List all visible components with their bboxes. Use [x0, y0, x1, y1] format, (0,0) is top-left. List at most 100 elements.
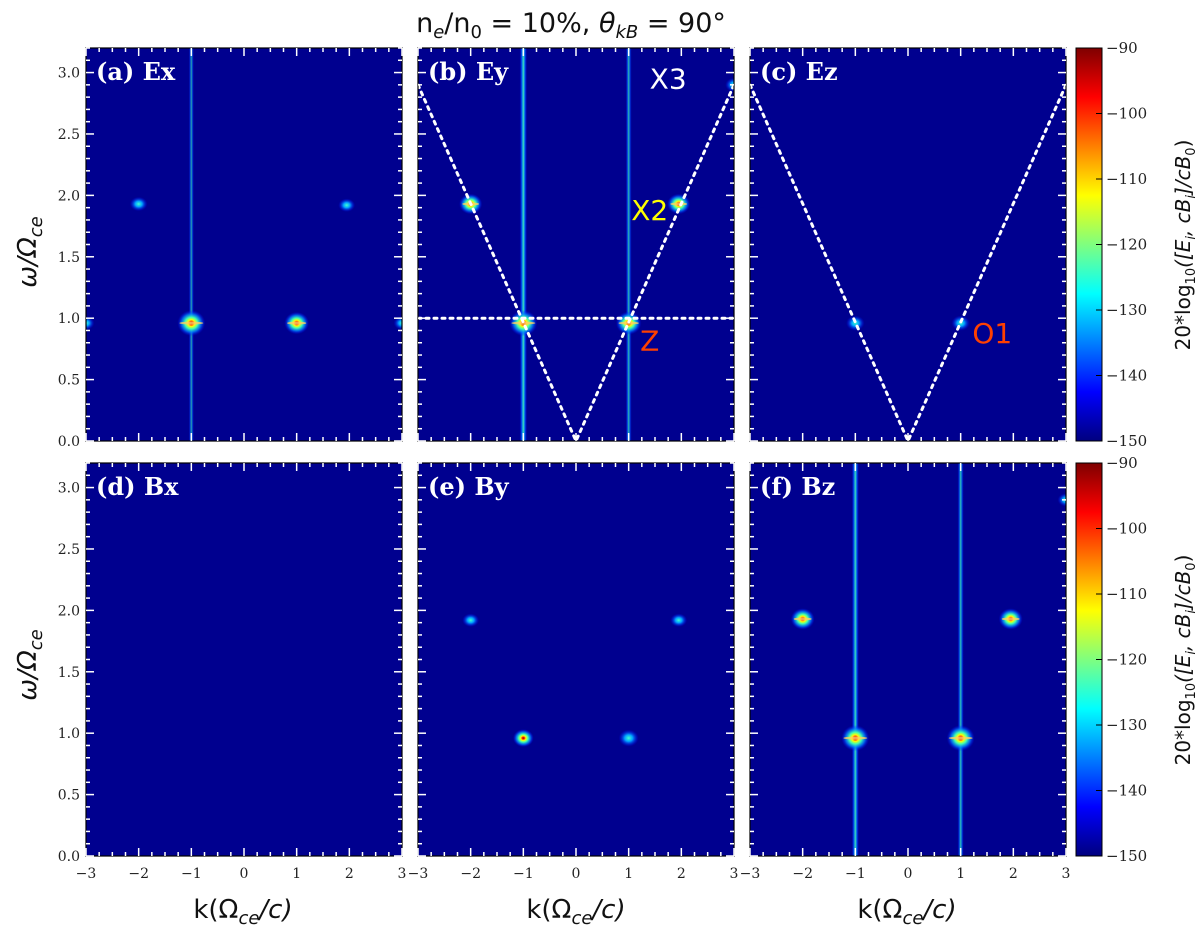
x-tick-label: −3 — [408, 866, 429, 882]
spot-glow — [511, 321, 536, 325]
x-tick-label: 3 — [730, 866, 739, 882]
colorbar-tick-label: −140 — [1106, 782, 1147, 800]
x-axis-label-c: k(Ωce/c) — [857, 895, 956, 929]
panel-content — [790, 463, 1066, 856]
x-tick-label: −2 — [460, 866, 481, 882]
colorbar-tick-label: −140 — [1106, 367, 1147, 385]
colorbar-ticks: −90 −100 −110 −120 −130 −140 −150 −90 −100 −110 −1… — [1096, 39, 1147, 865]
y-tick-label: 3.0 — [58, 481, 80, 497]
panel-content — [86, 48, 402, 441]
panel-ticks — [749, 462, 1067, 857]
spectral-line — [851, 463, 859, 856]
colorbar-tick-label: −90 — [1106, 454, 1138, 472]
panel-ticks — [85, 47, 403, 442]
dispersion-curve — [750, 83, 1066, 441]
panel-a: (a) Ex 0.0 0.5 1.0 1.5 2.0 2.5 3.0 — [58, 47, 403, 450]
spectral-spot — [338, 198, 356, 212]
panel-label: (f) Bz — [760, 472, 835, 501]
panel-content — [418, 48, 734, 441]
panel-label: (a) Ex — [96, 57, 176, 86]
y-tick-label: 2.5 — [58, 127, 80, 143]
spectral-spot — [670, 613, 688, 627]
colorbar-tick-label: −150 — [1106, 432, 1147, 450]
spot-glow — [287, 321, 307, 325]
x-tick-label: 1 — [292, 866, 301, 882]
x-tick-label: 1 — [956, 866, 965, 882]
x-tick-label: 3 — [1062, 866, 1071, 882]
spectral-spot — [86, 316, 95, 330]
y-tick-label: 1.0 — [58, 726, 80, 742]
panel-background — [418, 48, 734, 441]
panel-label: (d) Bx — [96, 472, 179, 501]
x-tick-label: 2 — [1009, 866, 1018, 882]
spectral-line — [625, 48, 632, 441]
colorbar-tick-label: −100 — [1106, 105, 1147, 123]
x-tick-label: −2 — [792, 866, 813, 882]
spot-glow — [670, 202, 688, 206]
spot-glow — [793, 617, 812, 621]
spot-glow — [1001, 617, 1020, 621]
panel-b: (b) Ey X3 X2 Z — [417, 47, 735, 442]
y-tick-label: 0.5 — [58, 788, 80, 804]
x-tick-label: 1 — [624, 866, 633, 882]
spectral-line — [519, 48, 528, 441]
panel-background — [86, 463, 402, 856]
x-tick-label: 2 — [677, 866, 686, 882]
y-tick-label: 2.0 — [58, 188, 80, 204]
colorbar-tick-label: −130 — [1106, 716, 1147, 734]
x-tick-label: 0 — [572, 866, 581, 882]
annotation-z: Z — [640, 324, 659, 357]
panel-ticks — [417, 47, 735, 442]
colorbar-tick-label: −110 — [1106, 585, 1147, 603]
x-tick-label: −3 — [76, 866, 97, 882]
panels-group: (a) Ex 0.0 0.5 1.0 1.5 2.0 2.5 3.0 (b) Ey X3 X2 Z (c… — [58, 47, 1071, 882]
panel-ticks — [85, 462, 403, 857]
panel-ticks — [749, 47, 1067, 442]
colorbar-tick-label: −130 — [1106, 301, 1147, 319]
x-tick-label: −1 — [513, 866, 534, 882]
panel-c: (c) Ez O1 — [749, 47, 1067, 442]
y-tick-label: 2.0 — [58, 603, 80, 619]
x-tick-label: −1 — [845, 866, 866, 882]
x-tick-label: −1 — [181, 866, 202, 882]
colorbar-tick-label: −110 — [1106, 170, 1147, 188]
spectral-spot — [512, 729, 534, 748]
colorbar-tick-label: −120 — [1106, 651, 1147, 669]
panel-f: (f) Bz −3 −2 −1 0 1 2 3 — [740, 462, 1071, 882]
panel-content — [462, 613, 688, 748]
panel-ticks — [417, 462, 735, 857]
y-tick-label: 0.0 — [58, 434, 80, 450]
dispersion-curve — [418, 83, 734, 441]
y-tick-label: 3.0 — [58, 66, 80, 82]
x-axis-label-a: k(Ωce/c) — [193, 895, 292, 929]
x-tick-label: −3 — [740, 866, 761, 882]
spot-glow — [948, 736, 973, 740]
spectral-line — [188, 48, 194, 441]
panel-e: (e) By −3 −2 −1 0 1 2 3 — [408, 462, 739, 882]
spot-glow — [179, 321, 204, 325]
x-tick-label: 0 — [240, 866, 249, 882]
panel-label: (c) Ez — [760, 57, 838, 86]
panel-content — [750, 83, 1066, 441]
y-axis-label-bottom: ω/Ωce — [13, 629, 47, 700]
spectral-spot — [462, 613, 480, 627]
x-tick-label: 0 — [904, 866, 913, 882]
colorbar-tick-label: −90 — [1106, 39, 1138, 57]
x-tick-label: 2 — [345, 866, 354, 882]
annotation-o1: O1 — [972, 317, 1012, 350]
colorbar-tick-label: −120 — [1106, 236, 1147, 254]
colorbar-label-bottom: 20*log10([Ei, cBi]/cB0) — [1171, 555, 1199, 766]
panel-label: (e) By — [428, 472, 510, 501]
x-tick-label: 3 — [398, 866, 407, 882]
y-tick-label: 1.5 — [58, 665, 80, 681]
y-axis-label-top: ω/Ωce — [13, 216, 47, 287]
panel-background — [86, 48, 402, 441]
spot-glow — [843, 736, 868, 740]
annotation-x2: X2 — [631, 194, 668, 227]
panel-d: (d) Bx 0.0 0.5 1.0 1.5 2.0 2.5 3.0 −3 −2 −1 0 1 2 3 — [58, 462, 407, 882]
panel-background — [750, 463, 1066, 856]
colorbar-tick-label: −100 — [1106, 520, 1147, 538]
colorbar-tick-label: −150 — [1106, 847, 1147, 865]
spectral-spot — [618, 729, 639, 747]
